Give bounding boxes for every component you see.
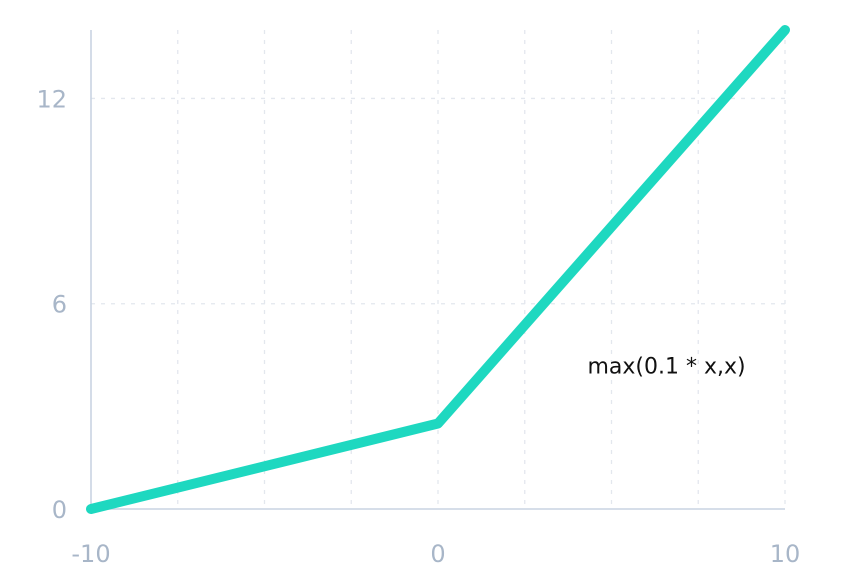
axes (90, 30, 785, 510)
function-annotation: max(0.1 * x,x) (587, 354, 745, 379)
x-tick-label: 10 (770, 540, 801, 568)
y-tick-label: 12 (36, 85, 67, 113)
y-tick-label: 6 (52, 291, 67, 319)
series-line-0 (86, 25, 790, 514)
series-layer (86, 25, 790, 514)
y-tick-label: 0 (52, 496, 67, 524)
x-tick-label: -10 (71, 540, 110, 568)
y-tick-labels: 0 6 12 (36, 85, 67, 524)
x-tick-label: 0 (430, 540, 445, 568)
x-tick-labels: -10 0 10 (71, 540, 800, 568)
grid (91, 30, 786, 509)
annotations: max(0.1 * x,x) (587, 354, 745, 379)
